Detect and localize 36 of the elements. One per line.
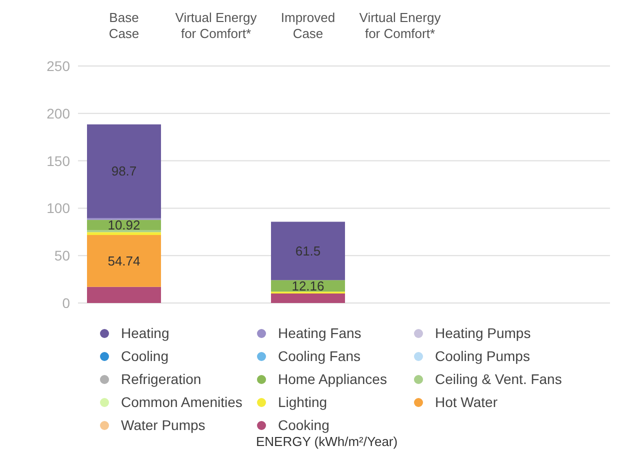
legend-label: Home Appliances — [278, 371, 387, 387]
legend-label: Heating — [121, 325, 170, 341]
legend-label: Cooling — [121, 348, 168, 364]
bar — [87, 232, 161, 235]
legend-label: Heating Pumps — [435, 325, 531, 341]
y-tick-label: 150 — [46, 152, 70, 169]
legend-label: Cooling Fans — [278, 348, 360, 364]
data-label: 61.5 — [295, 243, 321, 258]
bar — [271, 222, 345, 280]
legend-label: Common Amenities — [121, 394, 242, 410]
legend-label: Lighting — [278, 394, 328, 410]
data-label: 98.7 — [111, 164, 137, 179]
legend-label: Refrigeration — [121, 371, 202, 387]
bar — [271, 294, 345, 303]
x-tick-label: Virtual Energy for Comfort* — [359, 10, 442, 41]
legend-label: Cooling Pumps — [435, 348, 530, 364]
y-tick-label: 200 — [46, 105, 70, 122]
bar — [87, 124, 161, 218]
bar — [87, 286, 161, 303]
legend-label: Hot Water — [435, 394, 498, 410]
data-label: 12.16 — [292, 278, 324, 294]
data-label: 54.74 — [108, 253, 140, 268]
legend-label: Ceiling & Vent. Fans — [435, 371, 562, 387]
y-tick-label: 100 — [46, 200, 70, 216]
y-tick-label: 50 — [54, 248, 70, 264]
x-tick-label: Improved Case — [280, 10, 336, 41]
x-tick-label: Base Case — [108, 10, 140, 41]
text: ENERGY (kWh/m²/Year) — [256, 434, 399, 449]
bar — [87, 234, 161, 287]
y-tick-label: 0 — [62, 294, 70, 311]
data-label: 10.92 — [108, 218, 140, 233]
legend-label: Heating Fans — [278, 325, 362, 341]
x-tick-label: Virtual Energy for Comfort* — [175, 10, 258, 41]
legend-label: Cooking — [278, 417, 330, 433]
y-tick-label: 250 — [46, 58, 70, 74]
legend-label: Water Pumps — [121, 417, 206, 433]
